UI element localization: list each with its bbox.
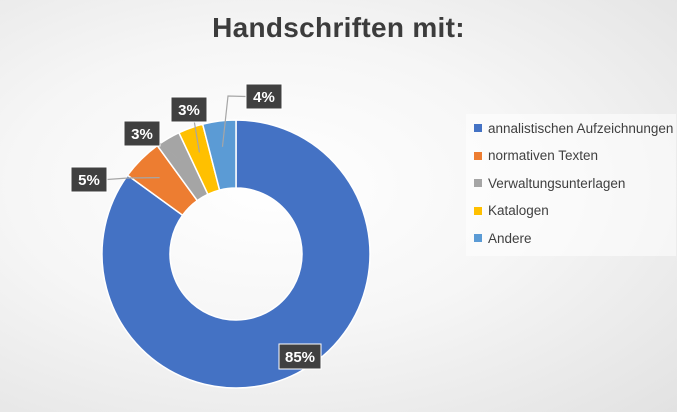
legend-label: Katalogen	[488, 203, 549, 218]
data-labels: 85% 5% 3% 3% 4%	[70, 83, 322, 370]
legend-swatch	[474, 151, 482, 160]
legend: annalistischen Aufzeichnungen normativen …	[466, 114, 676, 256]
data-label-text: 3%	[131, 126, 153, 143]
legend-item: Andere	[474, 228, 532, 248]
slice-andere	[201, 119, 237, 191]
data-label: 3%	[170, 96, 208, 123]
legend-label: Verwaltungsunterlagen	[488, 175, 626, 191]
data-label: 85%	[278, 343, 322, 370]
legend-swatch	[474, 124, 482, 132]
leader-line	[106, 177, 160, 181]
data-label-text: 4%	[253, 89, 275, 106]
legend-label: normativen Texten	[488, 148, 599, 163]
legend-swatch	[474, 206, 482, 215]
data-label: 4%	[245, 83, 283, 110]
leader-line	[221, 95, 247, 147]
data-label: 5%	[70, 166, 108, 193]
legend-item: Verwaltungsunterlagen	[474, 173, 625, 193]
slice-annalistischen-aufzeichnungen	[101, 119, 371, 389]
legend-label: Andere	[488, 230, 532, 246]
data-label-text: 85%	[285, 349, 315, 366]
legend-swatch	[474, 179, 482, 187]
legend-label: annalistischen Aufzeichnungen	[488, 120, 674, 136]
chart-title: Handschriften mit:	[212, 12, 465, 43]
legend-item: annalistischen Aufzeichnungen	[474, 118, 673, 138]
legend-swatch	[474, 234, 482, 242]
slices	[101, 119, 371, 389]
legend-item: normativen Texten	[474, 146, 598, 166]
data-label-text: 5%	[78, 172, 100, 189]
data-label: 3%	[123, 120, 161, 147]
legend-item: Katalogen	[474, 201, 549, 221]
data-label-text: 3%	[178, 102, 200, 119]
